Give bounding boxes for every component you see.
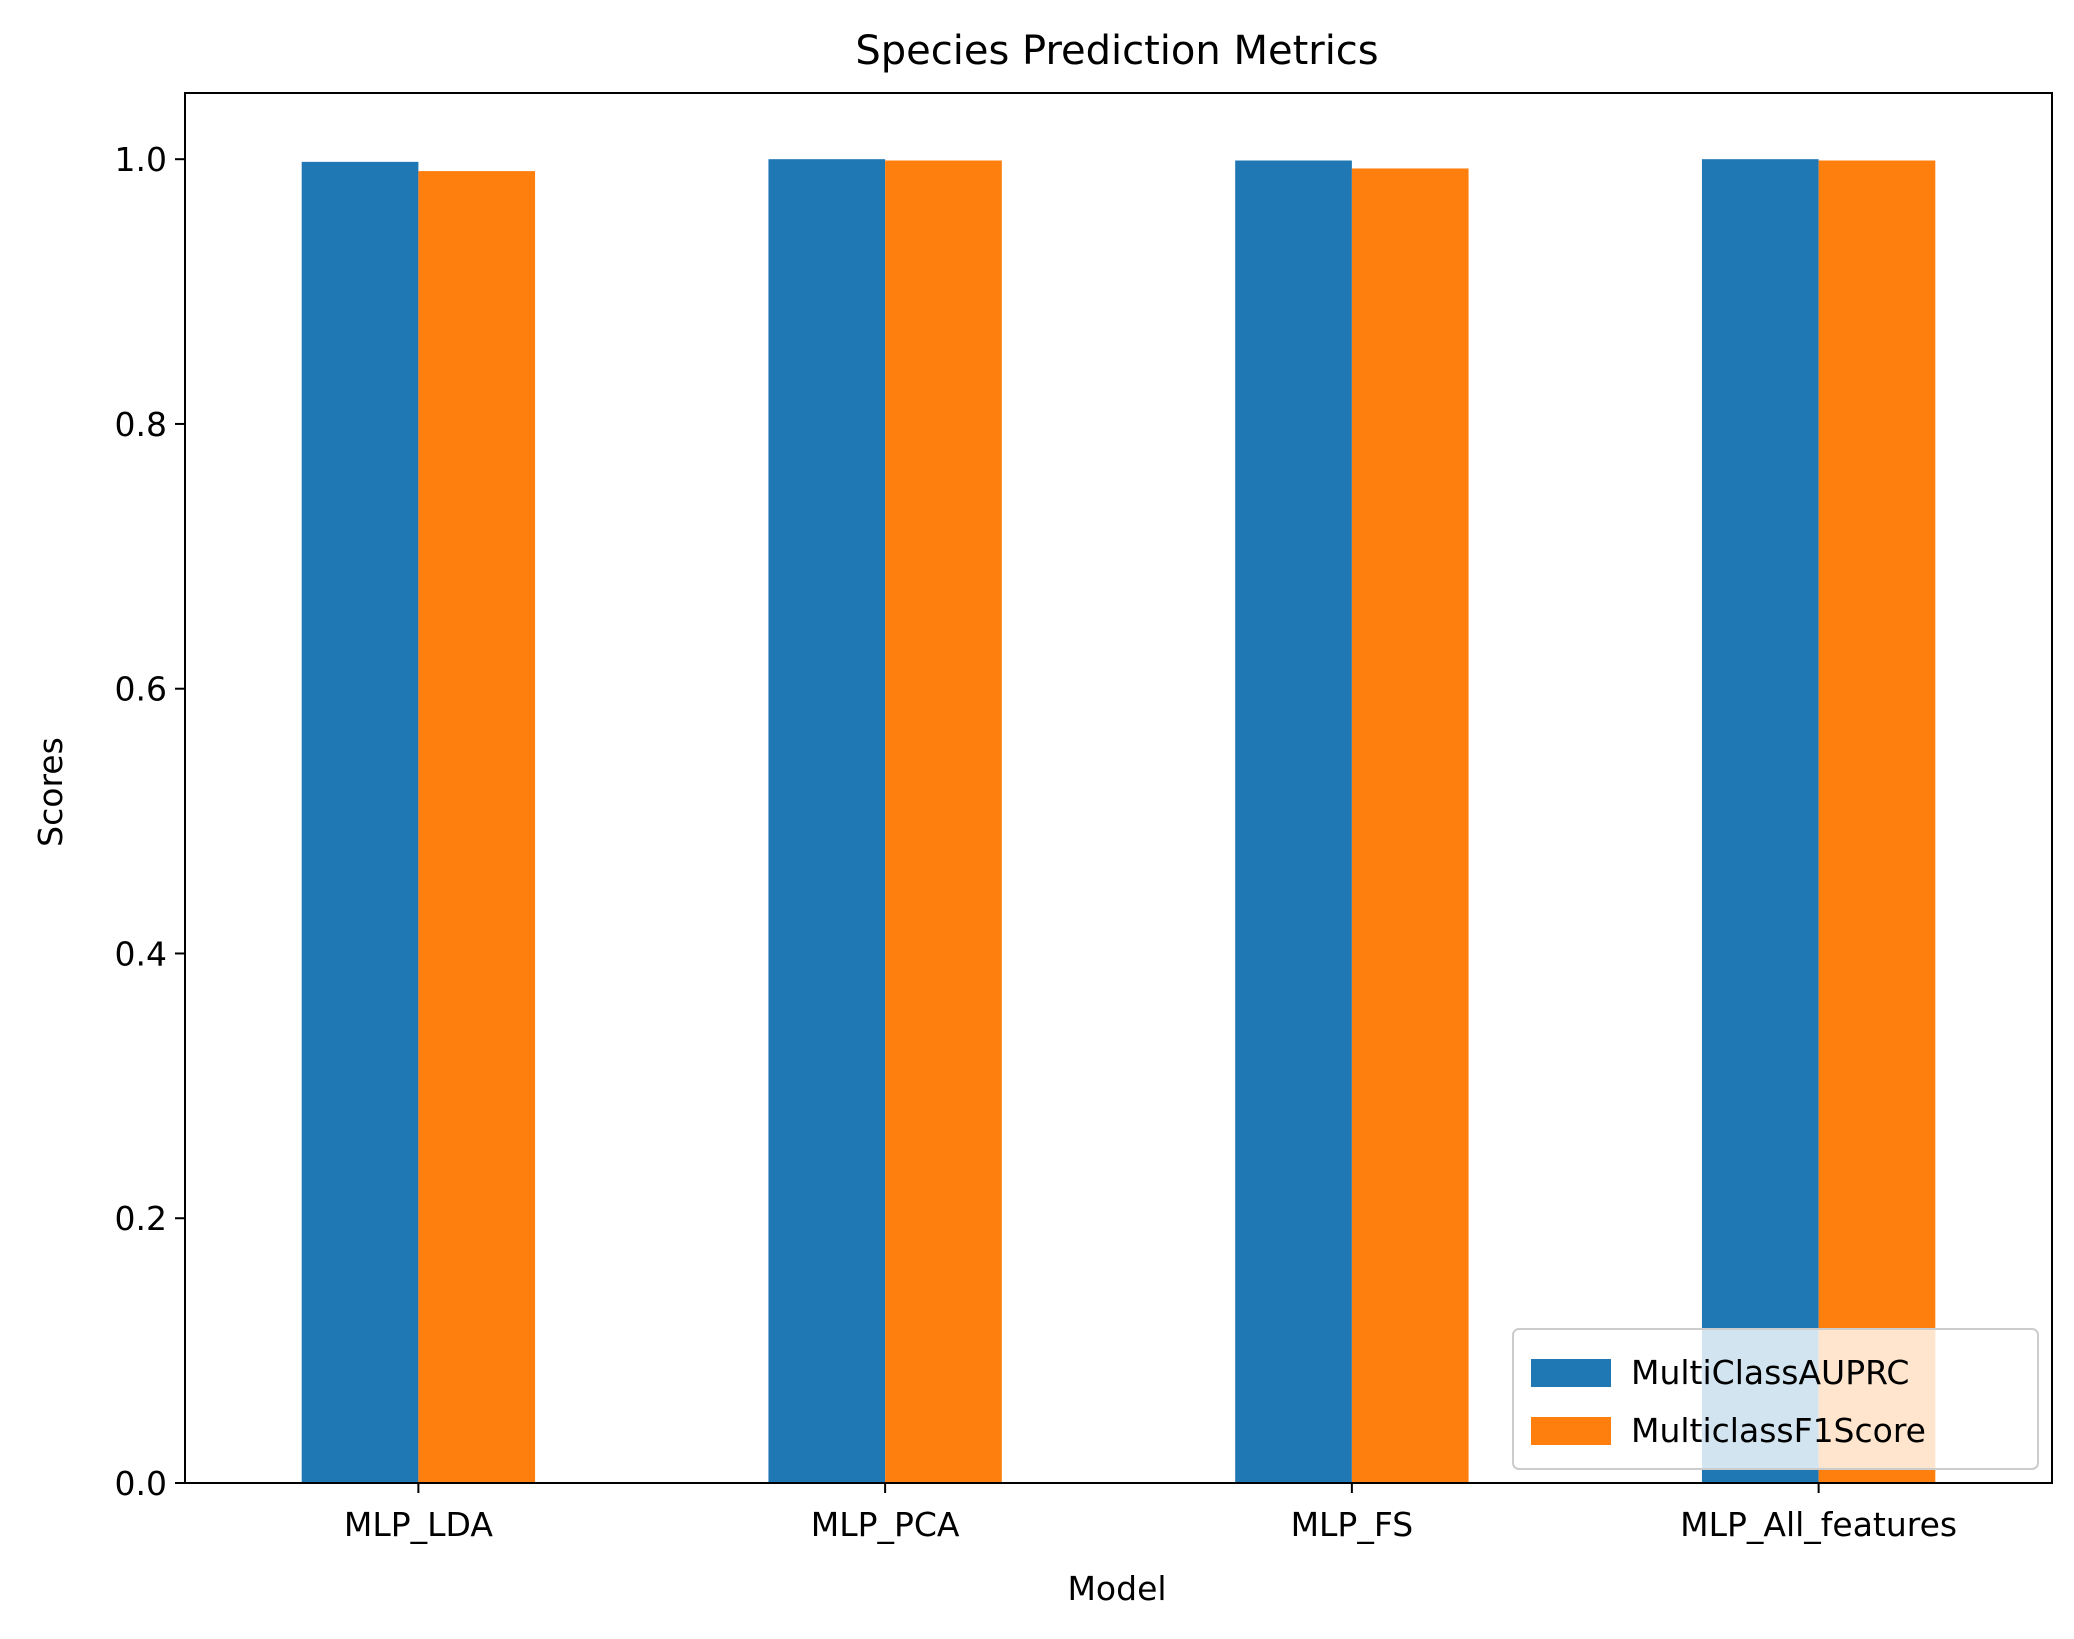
bar-MLP_LDA-MulticlassF1Score [418,171,536,1484]
chart-title: Species Prediction Metrics [855,28,1378,74]
bar-MLP_LDA-MultiClassAUPRC [301,161,419,1484]
legend-swatch-MultiClassAUPRC [1531,1359,1611,1387]
y-tick-label: 0.8 [115,405,167,444]
y-axis-title: Scores [31,737,70,847]
y-tick-label: 0.0 [115,1464,167,1503]
legend-swatch-MulticlassF1Score [1531,1417,1611,1445]
x-tick-label: MLP_FS [1291,1505,1414,1544]
x-tick-label: MLP_PCA [811,1505,960,1544]
legend: MultiClassAUPRC MulticlassF1Score [1512,1328,2039,1470]
bar-MLP_All_features-MulticlassF1Score [1818,160,1936,1483]
bar-MLP_FS-MulticlassF1Score [1351,168,1469,1484]
bar-MLP_PCA-MulticlassF1Score [885,160,1002,1483]
y-tick-label: 0.6 [115,670,167,709]
x-axis-title: Model [1067,1569,1166,1608]
bar-MLP_PCA-MultiClassAUPRC [768,159,886,1484]
bar-MLP_FS-MultiClassAUPRC [1235,160,1352,1483]
y-tick-label: 0.4 [115,934,167,973]
legend-label: MulticlassF1Score [1631,1411,1926,1450]
y-tick-label: 1.0 [115,140,167,179]
plot-frame [184,92,2053,1484]
bar-MLP_All_features-MultiClassAUPRC [1701,159,1819,1484]
legend-box [1512,1328,2039,1470]
x-tick-label: MLP_All_features [1680,1505,1957,1544]
x-tick-label: MLP_LDA [344,1505,493,1544]
y-tick-label: 0.2 [115,1199,167,1238]
legend-label: MultiClassAUPRC [1631,1353,1909,1392]
plot-area: 0.0 0.2 0.4 0.6 0.8 1.0 MLP_LDA MLP_PCA MLP_FS ML… [115,92,2053,1544]
